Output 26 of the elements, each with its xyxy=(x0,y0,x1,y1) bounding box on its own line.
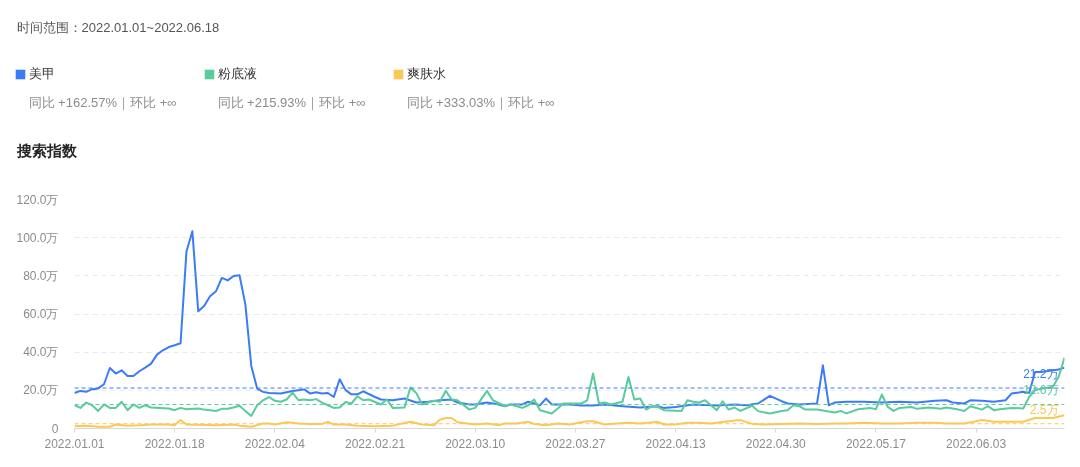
x-tick-label: 2022.01.18 xyxy=(144,436,206,451)
x-tick-label: 2022.03.10 xyxy=(445,436,506,451)
x-tick-label: 2022.02.04 xyxy=(244,436,306,451)
x-tick-label: 2022.06.03 xyxy=(946,436,1007,451)
y-tick-label: 120.0万 xyxy=(16,192,59,207)
text: 同比 +333.03%｜环比 +∞ xyxy=(406,95,555,111)
x-tick-label: 2022.04.30 xyxy=(745,436,807,451)
y-tick-label: 0 xyxy=(51,421,59,436)
text: 同比 +215.93%｜环比 +∞ xyxy=(217,95,366,111)
y-tick-label: 20.0万 xyxy=(23,383,59,398)
legend-label: 粉底液 xyxy=(218,65,257,83)
text: 同比 +162.57%｜环比 +∞ xyxy=(28,95,177,111)
chart-title: 搜索指数 xyxy=(15,142,78,159)
ref-line-label: 2.5万 xyxy=(1029,402,1059,417)
y-tick-label: 40.0万 xyxy=(23,345,59,360)
legend-label: 美甲 xyxy=(29,65,55,83)
x-tick-label: 2022.01.01 xyxy=(44,436,105,451)
y-tick-label: 100.0万 xyxy=(16,230,59,245)
x-tick-label: 2022.02.21 xyxy=(345,436,406,451)
y-tick-label: 80.0万 xyxy=(23,268,59,283)
x-tick-label: 2022.03.27 xyxy=(545,436,606,451)
legend-label: 爽肤水 xyxy=(407,65,446,83)
x-tick-label: 2022.05.17 xyxy=(845,436,907,451)
y-tick-label: 60.0万 xyxy=(23,307,59,321)
chart-subtitle: 时间范围：2022.01.01~2022.06.18 xyxy=(16,20,220,35)
x-tick-label: 2022.04.13 xyxy=(645,436,706,451)
